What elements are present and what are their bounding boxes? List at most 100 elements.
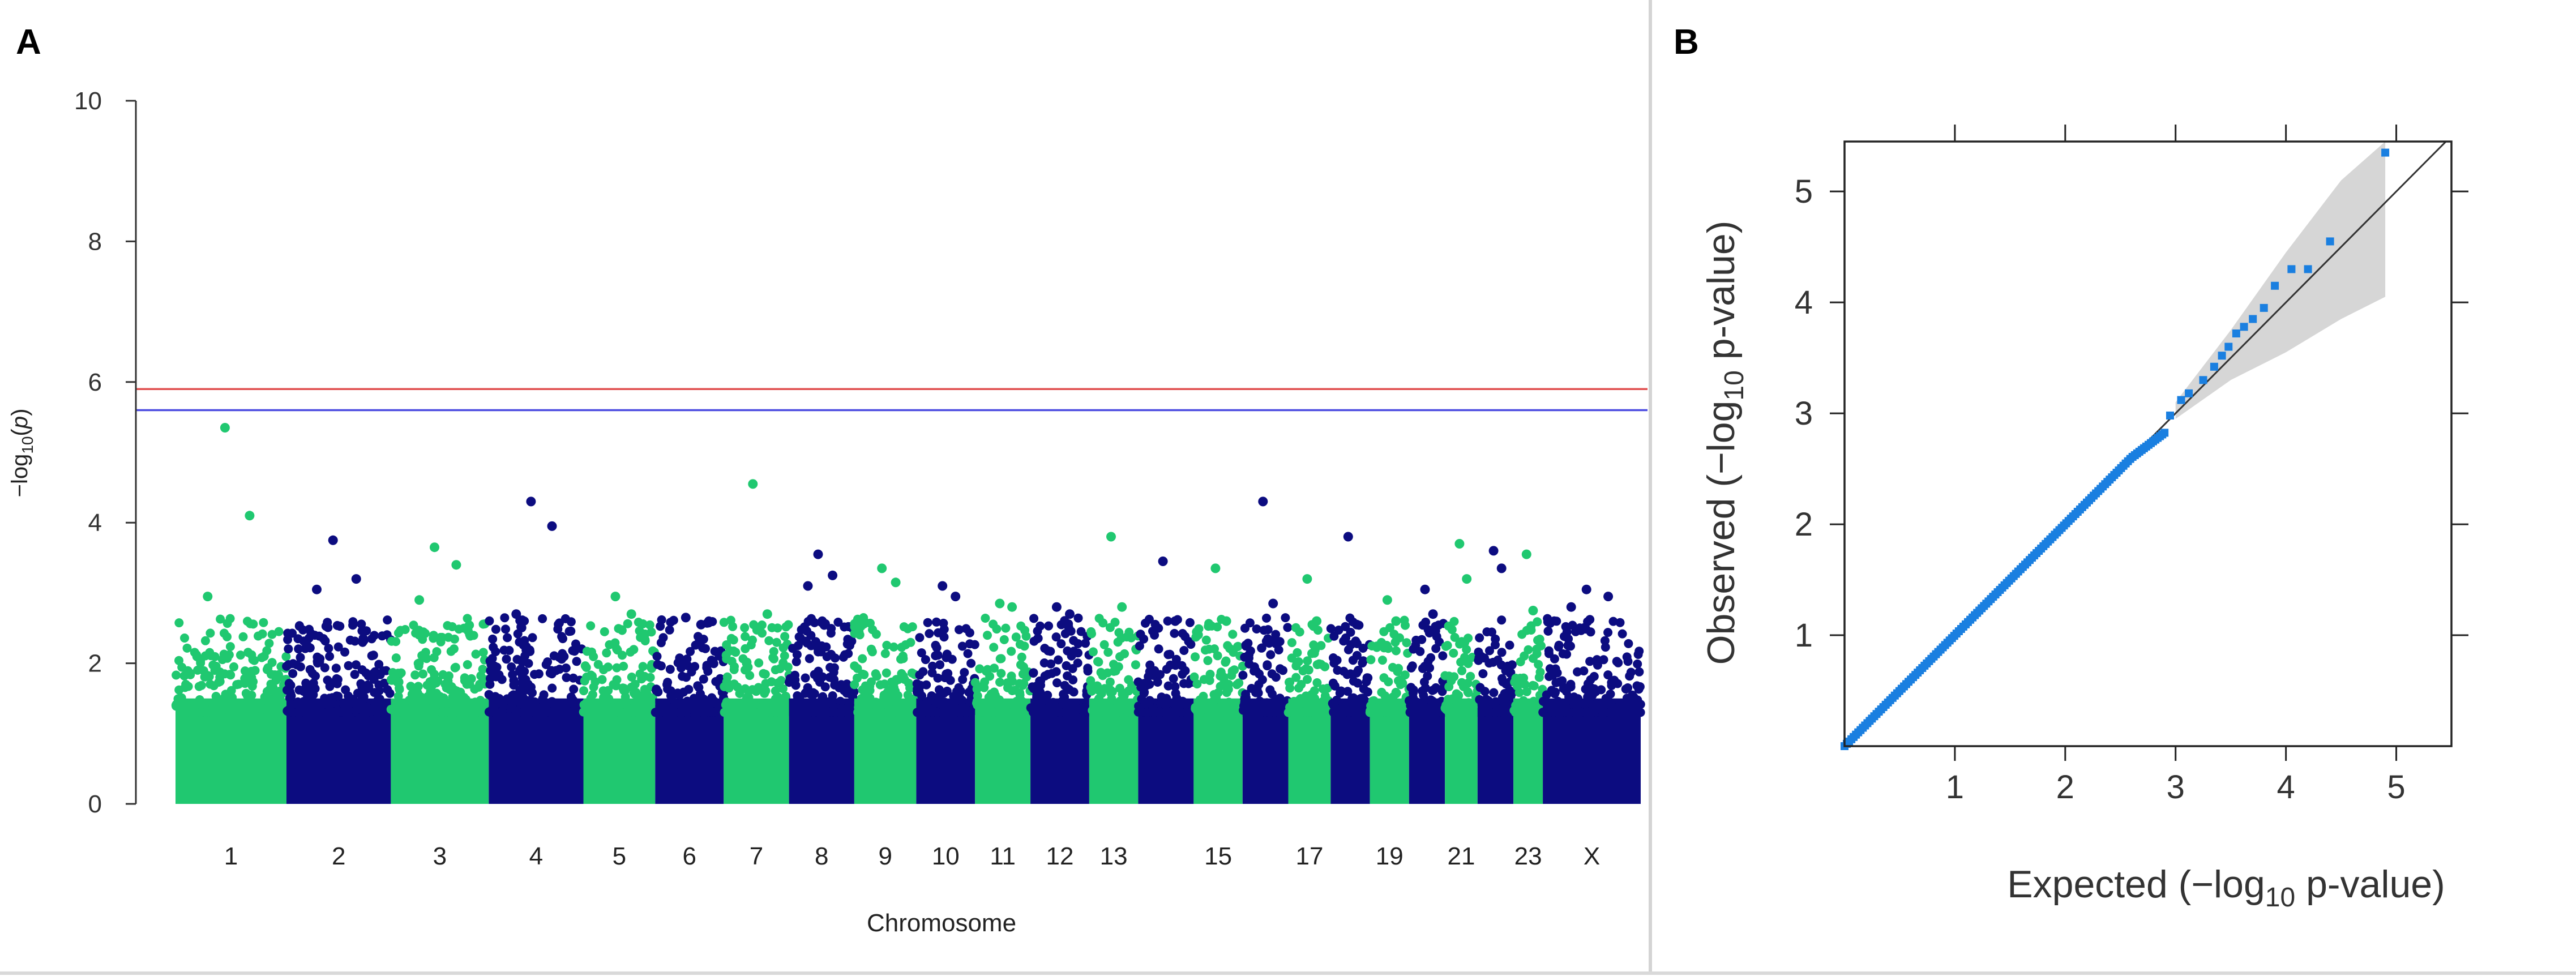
chromosome-20-snp: [1429, 685, 1439, 695]
chromosome-8-snp: [840, 650, 850, 660]
chromosome-8-snp: [835, 683, 844, 692]
chromosome-1-snp: [258, 629, 267, 639]
chromosome-12-snp: [1063, 671, 1072, 680]
chromosome-10-snp: [933, 650, 943, 660]
chromosome-11-snp: [983, 631, 992, 640]
chromosome-23-snp: [1532, 644, 1542, 654]
chromosome-21-snp: [1460, 653, 1469, 662]
chromosome-19-snp: [1402, 638, 1411, 648]
chromosome-1-snp: [240, 666, 250, 676]
chromosome-1-snp: [267, 658, 277, 667]
chromosome-2-snp: [310, 684, 320, 694]
chromosome-15-snp: [1223, 684, 1233, 694]
chromosome-15-snp: [1213, 651, 1222, 661]
chromosome-1-snp: [206, 628, 215, 638]
chromosome-9-snp: [901, 640, 910, 649]
chromosome-2-snp: [374, 660, 384, 669]
chromosome-15-snp: [1191, 652, 1200, 662]
chromosome-19-snp: [1379, 627, 1389, 636]
chromosome-1-snp: [259, 618, 268, 627]
chromosome-3-snp: [437, 632, 447, 642]
chromosome-7-snp: [761, 686, 771, 696]
x-tick-label-chr-X: X: [1584, 842, 1600, 870]
bottom-border: [0, 971, 2576, 975]
chromosome-7-snp: [741, 644, 750, 653]
chromosome-2-snp: [320, 663, 330, 673]
x-tick-label-chr-23: 23: [1514, 842, 1542, 870]
chromosome-1-snp: [179, 671, 189, 680]
chromosome-16-snp: [1276, 664, 1285, 674]
chromosome-4-snp: [502, 654, 511, 664]
chromosome-8-snp: [827, 699, 836, 708]
chromosome-15-snp: [1191, 632, 1201, 642]
chromosome-10-snp: [957, 641, 967, 651]
chromosome-7-snp: [738, 700, 747, 709]
chromosome-10-snp: [933, 673, 943, 683]
chromosome-4-snp: [530, 698, 540, 708]
chromosome-1-snp: [213, 701, 222, 710]
chromosome-6-snp: [656, 661, 666, 671]
chromosome-4-snp: [521, 684, 530, 694]
chromosome-17-top-hit: [1312, 616, 1322, 626]
chromosome-16-snp: [1238, 670, 1248, 680]
chromosome-21-snp: [1464, 633, 1473, 643]
chromosome-7-snp: [782, 697, 791, 707]
chromosome-4-snp: [566, 617, 576, 627]
chromosome-13-snp: [1096, 667, 1106, 677]
chromosome-1-snp: [172, 670, 181, 680]
chromosome-1-snp: [226, 670, 236, 680]
chromosome-1-snp: [171, 700, 181, 710]
chromosome-14-snp: [1142, 680, 1152, 690]
chromosome-22-snp: [1474, 647, 1483, 657]
chromosome-1-snp: [238, 632, 248, 641]
chromosome-6-snp: [675, 690, 684, 700]
chromosome-6-snp: [666, 618, 675, 627]
chromosome-3-snp: [410, 670, 420, 680]
chromosome-X-snp: [1623, 683, 1633, 692]
chromosome-14-snp: [1144, 614, 1154, 624]
chromosome-9-snp: [867, 644, 876, 654]
chromosome-11-snp: [975, 701, 985, 710]
chromosome-5-snp: [580, 661, 590, 671]
chromosome-10-snp: [950, 708, 960, 717]
chromosome-17-snp: [1297, 707, 1307, 717]
chromosome-12-snp: [1029, 668, 1038, 678]
chromosome-12-snp: [1069, 687, 1079, 697]
chromosome-18-snp: [1362, 677, 1371, 687]
chromosome-12-snp: [1069, 647, 1079, 656]
chromosome-5-snp: [585, 708, 594, 717]
chromosome-5-snp: [638, 662, 648, 671]
x-tick-label-chr-6: 6: [683, 842, 696, 870]
chromosome-6-snp: [656, 622, 665, 631]
chromosome-21-snp: [1440, 671, 1450, 680]
chromosome-10-snp: [921, 655, 930, 665]
chromosome-5-snp: [586, 694, 596, 703]
chromosome-23-snp: [1528, 680, 1538, 690]
chromosome-13-top-hit: [1117, 602, 1127, 612]
chromosome-9-snp: [889, 642, 898, 652]
chromosome-1-snp: [274, 627, 284, 636]
chromosome-15-snp: [1192, 679, 1202, 689]
x-tick-label: 1: [1946, 769, 1964, 806]
chromosome-7-snp: [726, 633, 736, 643]
chromosome-11-snp: [989, 643, 999, 652]
chromosome-2-snp: [350, 697, 360, 707]
chromosome-14-snp: [1163, 681, 1173, 691]
chromosome-X-snp: [1551, 678, 1561, 687]
chromosome-2-snp: [288, 628, 297, 638]
chromosome-4-snp: [538, 614, 547, 623]
qq-point: [2260, 303, 2268, 312]
chromosome-6-snp: [656, 638, 666, 648]
chromosome-X-snp: [1562, 649, 1572, 659]
chromosome-13-snp: [1109, 660, 1118, 669]
chromosome-4-snp: [500, 613, 510, 623]
chromosome-17-snp: [1294, 683, 1303, 693]
chromosome-7-snp: [778, 684, 788, 694]
qq-point: [2224, 343, 2233, 351]
y-tick-label: 3: [1795, 395, 1813, 432]
qq-point: [2218, 352, 2226, 360]
chromosome-10-snp: [935, 660, 945, 670]
chromosome-4-snp: [503, 633, 512, 643]
chromosome-4-snp: [509, 680, 519, 690]
